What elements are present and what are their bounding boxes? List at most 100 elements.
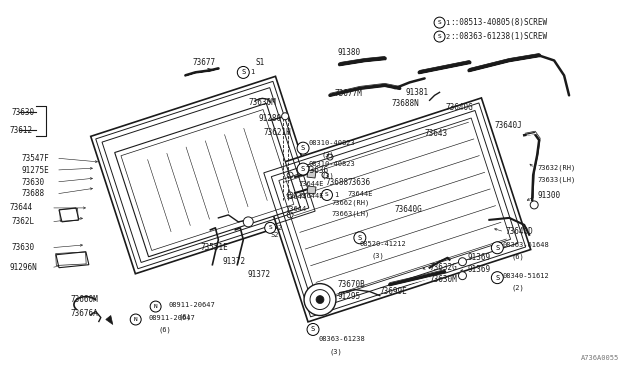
Text: (3): (3) [322, 152, 335, 158]
Circle shape [297, 163, 309, 175]
Polygon shape [259, 98, 531, 322]
Text: 73630: 73630 [11, 108, 35, 117]
Text: 73699E: 73699E [380, 287, 408, 296]
Polygon shape [307, 170, 316, 178]
Text: 73630: 73630 [11, 243, 35, 252]
Text: 73662(RH): 73662(RH) [332, 200, 370, 206]
Text: S: S [268, 225, 272, 230]
Polygon shape [106, 315, 113, 324]
Text: S: S [325, 192, 329, 198]
Text: S: S [358, 235, 362, 241]
Text: 73640G: 73640G [395, 205, 422, 214]
Text: S: S [495, 275, 499, 280]
Text: 91372: 91372 [222, 257, 246, 266]
Text: N: N [134, 317, 138, 322]
Text: 91372: 91372 [247, 270, 270, 279]
Text: 08363-61238: 08363-61238 [318, 336, 365, 342]
Polygon shape [59, 208, 79, 222]
Text: 73640G: 73640G [445, 103, 473, 112]
Text: 1: 1 [250, 70, 255, 76]
Text: 91295: 91295 [338, 292, 361, 301]
Text: 73632G: 73632G [429, 263, 458, 272]
Text: S: S [438, 34, 442, 39]
Text: 73547F: 73547F [21, 154, 49, 163]
Circle shape [150, 301, 161, 312]
Text: A736A0055: A736A0055 [580, 355, 619, 361]
Text: 08520-41212: 08520-41212 [360, 241, 406, 247]
Text: (3): (3) [372, 253, 385, 259]
Polygon shape [115, 103, 300, 257]
Text: 73551E: 73551E [200, 243, 228, 252]
Circle shape [354, 232, 366, 244]
Polygon shape [307, 186, 316, 194]
Circle shape [243, 217, 253, 227]
Circle shape [458, 272, 467, 280]
Text: 08310-40823: 08310-40823 [308, 140, 355, 146]
Text: S: S [241, 70, 245, 76]
Circle shape [297, 142, 309, 154]
Circle shape [321, 189, 332, 201]
Text: 73630: 73630 [21, 177, 44, 186]
Text: 73636: 73636 [305, 166, 328, 174]
Text: 91369: 91369 [467, 265, 491, 274]
Text: 91296N: 91296N [9, 263, 37, 272]
Text: 73644: 73644 [285, 206, 307, 212]
Text: 73632(RH): 73632(RH) [537, 165, 575, 171]
Text: 73688: 73688 [21, 189, 44, 199]
Text: 73677: 73677 [193, 58, 216, 67]
Text: 91381: 91381 [406, 88, 429, 97]
Circle shape [130, 314, 141, 325]
Text: 73612: 73612 [9, 126, 32, 135]
Text: S: S [495, 245, 499, 251]
Text: 2: 2 [277, 225, 282, 231]
Text: 73644E: 73644E [298, 193, 324, 199]
Text: 73644: 73644 [9, 203, 32, 212]
Text: 91280: 91280 [258, 114, 282, 123]
Text: (3): (3) [330, 348, 342, 355]
Text: 91369: 91369 [467, 253, 491, 262]
Circle shape [434, 17, 445, 28]
Text: S: S [311, 327, 315, 333]
Text: S: S [438, 20, 442, 25]
Polygon shape [56, 252, 89, 268]
Text: 73640D: 73640D [506, 227, 533, 236]
Circle shape [265, 222, 276, 233]
Text: 73644: 73644 [285, 194, 307, 200]
Circle shape [282, 113, 289, 120]
Text: (6): (6) [159, 326, 172, 333]
Text: (6): (6) [511, 253, 524, 260]
Text: S: S [301, 166, 305, 172]
Text: S2: S2 [270, 232, 278, 238]
Circle shape [237, 67, 249, 78]
Text: 73640J: 73640J [494, 121, 522, 130]
Circle shape [492, 272, 503, 283]
Text: 73630M: 73630M [429, 275, 458, 284]
Text: 73644E: 73644E [348, 191, 373, 197]
Polygon shape [91, 76, 320, 274]
Text: 73676A: 73676A [71, 309, 99, 318]
Text: 08911-20647: 08911-20647 [168, 302, 215, 308]
Text: 91300: 91300 [537, 192, 560, 201]
Text: 73677M: 73677M [335, 89, 363, 98]
Text: 73660M: 73660M [71, 295, 99, 304]
Text: 73633(LH): 73633(LH) [537, 177, 575, 183]
Text: 73643: 73643 [424, 129, 448, 138]
Text: 08340-51612: 08340-51612 [502, 273, 549, 279]
Text: 08363-61648: 08363-61648 [502, 242, 549, 248]
Text: 73670B: 73670B [338, 280, 365, 289]
Text: 91380: 91380 [338, 48, 361, 57]
Circle shape [530, 201, 538, 209]
Text: 73621H: 73621H [263, 128, 291, 137]
Text: (6): (6) [179, 313, 191, 320]
Circle shape [434, 31, 445, 42]
Text: 73688: 73688 [326, 177, 349, 186]
Text: 08911-20647: 08911-20647 [148, 314, 195, 321]
Text: 08310-40823: 08310-40823 [308, 161, 355, 167]
Text: 1: 1 [445, 20, 450, 26]
Text: 73663(LH): 73663(LH) [332, 211, 370, 217]
Text: ::08363-61238(1)SCREW: ::08363-61238(1)SCREW [451, 32, 548, 41]
Circle shape [492, 242, 503, 254]
Text: 73688N: 73688N [392, 99, 419, 108]
Circle shape [316, 296, 324, 304]
Text: 7362L: 7362L [11, 217, 35, 227]
